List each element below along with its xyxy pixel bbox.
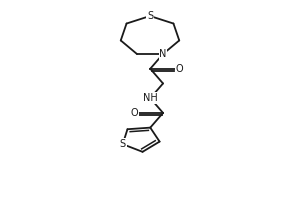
Text: N: N	[159, 49, 167, 59]
Text: O: O	[176, 64, 183, 74]
Text: NH: NH	[143, 93, 158, 103]
Text: S: S	[120, 139, 126, 149]
Text: S: S	[147, 11, 153, 21]
Text: O: O	[130, 108, 138, 118]
